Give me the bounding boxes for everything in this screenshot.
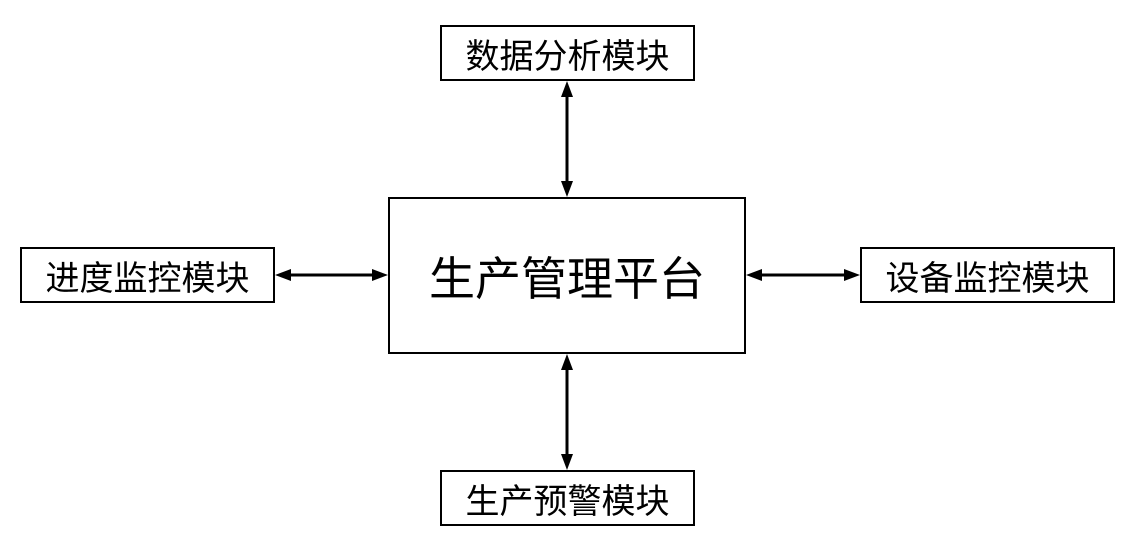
center-node: 生产管理平台 — [388, 197, 746, 354]
right-node-label: 设备监控模块 — [886, 251, 1090, 300]
left-node: 进度监控模块 — [20, 247, 275, 303]
right-node: 设备监控模块 — [860, 247, 1115, 303]
top-node: 数据分析模块 — [440, 25, 695, 81]
left-node-label: 进度监控模块 — [46, 251, 250, 300]
bottom-node-label: 生产预警模块 — [466, 474, 670, 523]
center-node-label: 生产管理平台 — [429, 243, 705, 309]
bottom-node: 生产预警模块 — [440, 470, 695, 526]
top-node-label: 数据分析模块 — [466, 29, 670, 78]
